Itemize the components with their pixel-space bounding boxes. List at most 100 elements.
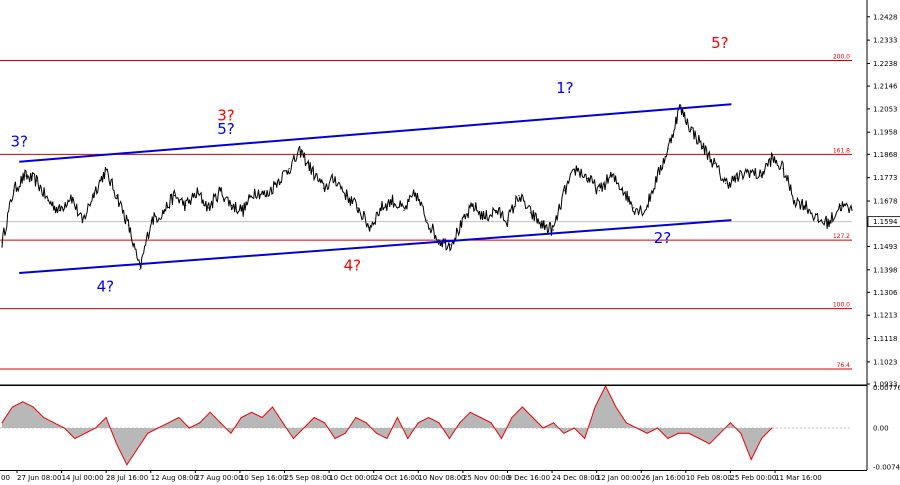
x-tick-label: 10 Feb 08:00: [686, 474, 732, 482]
oscillator-point: [74, 438, 76, 440]
price-point: [782, 167, 784, 170]
price-point: [621, 187, 623, 189]
oscillator-point: [376, 432, 378, 434]
wave-label: 2?: [654, 229, 672, 247]
oscillator-point: [667, 438, 669, 440]
fib-level-label: 100.0: [833, 302, 850, 309]
price-point: [633, 207, 635, 209]
oscillator-point: [95, 427, 97, 429]
price-point: [81, 222, 84, 224]
price-point: [47, 199, 49, 202]
oscillator-point: [365, 422, 367, 424]
price-point: [162, 212, 164, 214]
x-tick-label: 25 Feb 00:00: [730, 474, 776, 482]
price-point: [564, 190, 566, 192]
price-point: [357, 207, 359, 209]
fib-level-label: 161.8: [833, 147, 850, 154]
oscillator-point: [636, 427, 638, 429]
price-point: [770, 158, 773, 160]
price-point: [173, 195, 175, 197]
price-point: [449, 244, 451, 246]
y-tick-label: 1.1023: [873, 358, 898, 366]
price-point: [93, 192, 95, 194]
price-point: [139, 268, 141, 270]
price-point: [690, 128, 692, 130]
x-tick-label: 24 Dec 08:00: [552, 474, 599, 482]
price-point: [380, 207, 382, 209]
price-point: [587, 177, 589, 180]
oscillator-point: [688, 432, 690, 434]
price-point: [725, 182, 727, 184]
oscillator-point: [646, 432, 648, 434]
oscillator-point: [344, 432, 346, 434]
oscillator-point: [105, 417, 107, 419]
price-point: [816, 219, 819, 221]
oscillator-point: [53, 422, 55, 424]
oscillator-point: [1, 422, 3, 424]
oscillator-point: [709, 443, 711, 445]
oscillator-point: [63, 427, 65, 429]
oscillator-point: [417, 422, 419, 424]
oscillator-point: [438, 422, 440, 424]
oscillator-point: [750, 459, 752, 461]
y-tick-label: 1.1398: [873, 266, 898, 274]
oscillator-point: [729, 422, 731, 424]
price-point: [483, 217, 486, 219]
y-tick-label: 1.1118: [873, 335, 898, 343]
oscillator-point: [428, 417, 430, 419]
oscillator-point: [209, 411, 211, 413]
price-point: [598, 190, 600, 192]
price-point: [506, 219, 509, 221]
osc-y-tick-label: 0.00: [873, 425, 889, 433]
x-tick-label: 11 Mar 16:00: [775, 474, 822, 482]
x-tick-label: 25 Sep 08:00: [285, 474, 332, 482]
price-point: [391, 199, 394, 202]
x-tick-label: 25 Nov 00:00: [463, 474, 510, 482]
x-tick-label: 27 Aug 00:00: [195, 474, 242, 482]
price-point: [828, 222, 830, 224]
price-point: [311, 170, 313, 172]
x-tick-label: 24 Oct 16:00: [374, 474, 420, 482]
price-point: [242, 209, 244, 211]
price-point: [12, 190, 15, 192]
oscillator-point: [511, 417, 513, 419]
oscillator-point: [126, 464, 128, 466]
y-tick-label: 1.2333: [873, 37, 898, 45]
price-point: [288, 167, 290, 170]
price-point: [437, 239, 440, 241]
oscillator-point: [324, 422, 326, 424]
price-point: [552, 229, 554, 231]
price-point: [759, 175, 761, 177]
x-tick-label: 28 Jul 16:00: [106, 474, 148, 482]
price-point: [277, 180, 279, 182]
oscillator-point: [677, 432, 679, 434]
price-point: [345, 195, 348, 197]
price-point: [196, 192, 198, 194]
wave-label: 5?: [711, 34, 729, 52]
oscillator-point: [178, 417, 180, 419]
oscillator-point: [542, 427, 544, 429]
oscillator-histogram: [2, 386, 772, 465]
x-tick-label: 9 Dec 16:00: [507, 474, 550, 482]
price-point: [541, 224, 543, 226]
wave-label: 3?: [10, 132, 28, 150]
price-point: [219, 190, 221, 192]
y-tick-label: 1.1493: [873, 243, 898, 251]
oscillator-point: [11, 406, 13, 408]
current-price-label: 1.1594: [873, 218, 898, 226]
oscillator-point: [594, 406, 596, 408]
price-point: [851, 209, 853, 211]
price-point: [231, 204, 233, 207]
price-point: [702, 145, 704, 148]
price-point: [472, 204, 474, 207]
oscillator-point: [188, 427, 190, 429]
oscillator-point: [43, 417, 45, 419]
price-point: [667, 148, 669, 150]
oscillator-point: [532, 417, 534, 419]
y-tick-label: 1.1773: [873, 174, 898, 182]
price-point: [736, 177, 738, 180]
oscillator-point: [157, 427, 159, 429]
price-point: [127, 224, 129, 226]
price-point: [518, 195, 520, 197]
